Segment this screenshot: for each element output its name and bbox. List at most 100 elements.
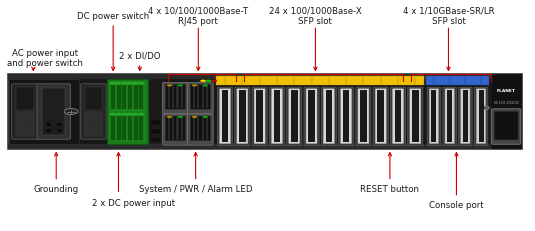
FancyBboxPatch shape bbox=[410, 89, 421, 144]
Bar bbox=[197, 85, 200, 108]
Circle shape bbox=[481, 106, 490, 110]
FancyBboxPatch shape bbox=[11, 84, 38, 139]
FancyBboxPatch shape bbox=[306, 89, 317, 144]
FancyBboxPatch shape bbox=[188, 82, 213, 114]
FancyBboxPatch shape bbox=[217, 87, 233, 146]
Bar bbox=[149, 79, 163, 144]
FancyBboxPatch shape bbox=[269, 87, 285, 146]
Bar bbox=[308, 90, 315, 142]
Bar bbox=[134, 83, 138, 109]
Circle shape bbox=[64, 109, 78, 115]
Bar bbox=[117, 83, 121, 109]
Bar bbox=[412, 90, 419, 142]
Bar bbox=[478, 90, 484, 142]
FancyBboxPatch shape bbox=[375, 89, 386, 144]
Circle shape bbox=[126, 82, 134, 85]
Bar bbox=[16, 87, 34, 110]
Text: Grounding: Grounding bbox=[34, 185, 79, 194]
Text: AC power input
and power switch: AC power input and power switch bbox=[7, 49, 82, 68]
Circle shape bbox=[137, 82, 145, 85]
Bar bbox=[395, 90, 401, 142]
Circle shape bbox=[126, 113, 134, 116]
Text: 2 x DI/DO: 2 x DI/DO bbox=[119, 52, 160, 61]
FancyBboxPatch shape bbox=[254, 89, 265, 144]
Bar bbox=[9, 74, 522, 79]
FancyBboxPatch shape bbox=[339, 87, 354, 146]
Bar bbox=[111, 114, 115, 140]
Circle shape bbox=[203, 84, 208, 87]
Bar bbox=[377, 90, 384, 142]
Bar bbox=[343, 90, 349, 142]
FancyBboxPatch shape bbox=[321, 87, 337, 146]
Bar bbox=[128, 114, 132, 140]
Text: 4 x 1/10GBase-SR/LR
SFP slot: 4 x 1/10GBase-SR/LR SFP slot bbox=[403, 6, 494, 26]
Bar bbox=[431, 90, 437, 142]
Bar bbox=[202, 85, 204, 108]
Bar bbox=[109, 81, 146, 112]
Bar bbox=[85, 112, 102, 136]
Bar bbox=[128, 83, 132, 109]
Circle shape bbox=[109, 82, 117, 85]
FancyBboxPatch shape bbox=[190, 85, 211, 109]
Text: 2 x DC power input: 2 x DC power input bbox=[92, 199, 175, 208]
FancyBboxPatch shape bbox=[289, 89, 300, 144]
FancyBboxPatch shape bbox=[445, 89, 454, 144]
FancyBboxPatch shape bbox=[461, 89, 470, 144]
Bar bbox=[325, 90, 332, 142]
Bar bbox=[206, 117, 208, 140]
FancyBboxPatch shape bbox=[37, 84, 71, 139]
Text: DC power switch: DC power switch bbox=[77, 12, 149, 21]
Bar bbox=[206, 85, 208, 108]
Bar bbox=[177, 85, 179, 108]
Text: 4 x 10/100/1000Base-T
RJ45 port: 4 x 10/100/1000Base-T RJ45 port bbox=[148, 6, 248, 26]
Text: System / PWR / Alarm LED: System / PWR / Alarm LED bbox=[139, 185, 253, 194]
Bar bbox=[109, 112, 146, 143]
Bar bbox=[239, 90, 246, 142]
Circle shape bbox=[132, 113, 139, 116]
Circle shape bbox=[167, 84, 172, 87]
Bar bbox=[177, 117, 179, 140]
FancyBboxPatch shape bbox=[323, 89, 334, 144]
FancyBboxPatch shape bbox=[443, 87, 456, 146]
Circle shape bbox=[178, 84, 183, 87]
Circle shape bbox=[167, 116, 172, 118]
FancyBboxPatch shape bbox=[165, 85, 186, 109]
Bar bbox=[46, 123, 51, 126]
FancyBboxPatch shape bbox=[190, 116, 211, 141]
Bar bbox=[16, 112, 34, 136]
FancyBboxPatch shape bbox=[235, 87, 250, 146]
Circle shape bbox=[120, 113, 128, 116]
Circle shape bbox=[109, 113, 117, 116]
Bar bbox=[57, 123, 62, 126]
Bar bbox=[140, 83, 143, 109]
Circle shape bbox=[205, 79, 212, 82]
Bar bbox=[463, 90, 468, 142]
FancyBboxPatch shape bbox=[163, 114, 188, 145]
FancyBboxPatch shape bbox=[341, 89, 351, 144]
Bar bbox=[256, 90, 263, 142]
Bar bbox=[193, 117, 195, 140]
FancyBboxPatch shape bbox=[373, 87, 388, 146]
FancyBboxPatch shape bbox=[219, 89, 231, 144]
Circle shape bbox=[203, 116, 208, 118]
Bar bbox=[360, 90, 367, 142]
FancyBboxPatch shape bbox=[427, 87, 441, 146]
FancyBboxPatch shape bbox=[358, 89, 369, 144]
Circle shape bbox=[137, 113, 145, 116]
Bar bbox=[111, 83, 115, 109]
Bar bbox=[193, 85, 195, 108]
Bar bbox=[216, 76, 424, 85]
Bar bbox=[168, 117, 170, 140]
Bar bbox=[151, 128, 160, 134]
Bar bbox=[134, 114, 138, 140]
Bar bbox=[46, 129, 51, 132]
Bar bbox=[197, 117, 200, 140]
FancyBboxPatch shape bbox=[188, 114, 213, 145]
Bar bbox=[9, 144, 522, 149]
Circle shape bbox=[200, 79, 207, 82]
Bar bbox=[172, 85, 174, 108]
Circle shape bbox=[192, 116, 197, 118]
FancyBboxPatch shape bbox=[81, 84, 106, 139]
Bar bbox=[181, 117, 183, 140]
Bar bbox=[151, 120, 160, 125]
